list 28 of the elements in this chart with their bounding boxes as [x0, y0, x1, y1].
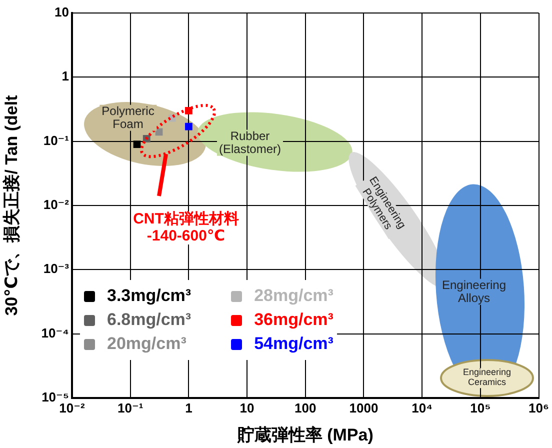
y-tick-label: 10⁻⁵ — [42, 390, 69, 405]
x-tick-label: 10 — [240, 400, 254, 416]
annotation: Rubber (Elastomer) — [216, 128, 284, 156]
x-tick-label: 10⁶ — [528, 400, 550, 416]
annotation: Polymeric Foam — [100, 104, 156, 132]
annotation: CNT粘弾性材料 -140-600℃ — [131, 210, 241, 244]
annotation: Engineering Alloys — [440, 278, 508, 306]
x-tick-label: 100 — [294, 400, 316, 416]
y-axis-title: 30℃で、損失正接/ Tan (delt — [2, 94, 21, 316]
y-tick-label: 10⁻⁴ — [41, 325, 69, 340]
x-tick-label: 10⁴ — [412, 400, 433, 416]
x-tick-label: 10⁻¹ — [118, 400, 144, 416]
legend-label: 20mg/cm³ — [107, 334, 186, 354]
legend-label: 54mg/cm³ — [254, 334, 334, 354]
legend-label: 3.3mg/cm³ — [107, 286, 192, 306]
y-tick-label: 1 — [62, 68, 69, 84]
annotation: Engineering Ceramics — [460, 367, 514, 388]
y-tick-label: 10⁻³ — [43, 261, 70, 276]
y-tick-label: 10⁻¹ — [43, 132, 69, 148]
y-tick-label: 10⁻² — [43, 197, 70, 212]
legend-label: 36mg/cm³ — [254, 310, 334, 330]
x-tick-label: 10⁵ — [470, 400, 491, 416]
legend-label: 6.8mg/cm³ — [107, 310, 192, 330]
y-tick-label: 10 — [54, 4, 69, 20]
x-axis-title: 貯蔵弾性率 (MPa) — [236, 425, 374, 444]
x-tick-label: 1 — [185, 400, 192, 416]
legend-label: 28mg/cm³ — [254, 286, 334, 306]
x-tick-label: 1000 — [349, 400, 378, 416]
